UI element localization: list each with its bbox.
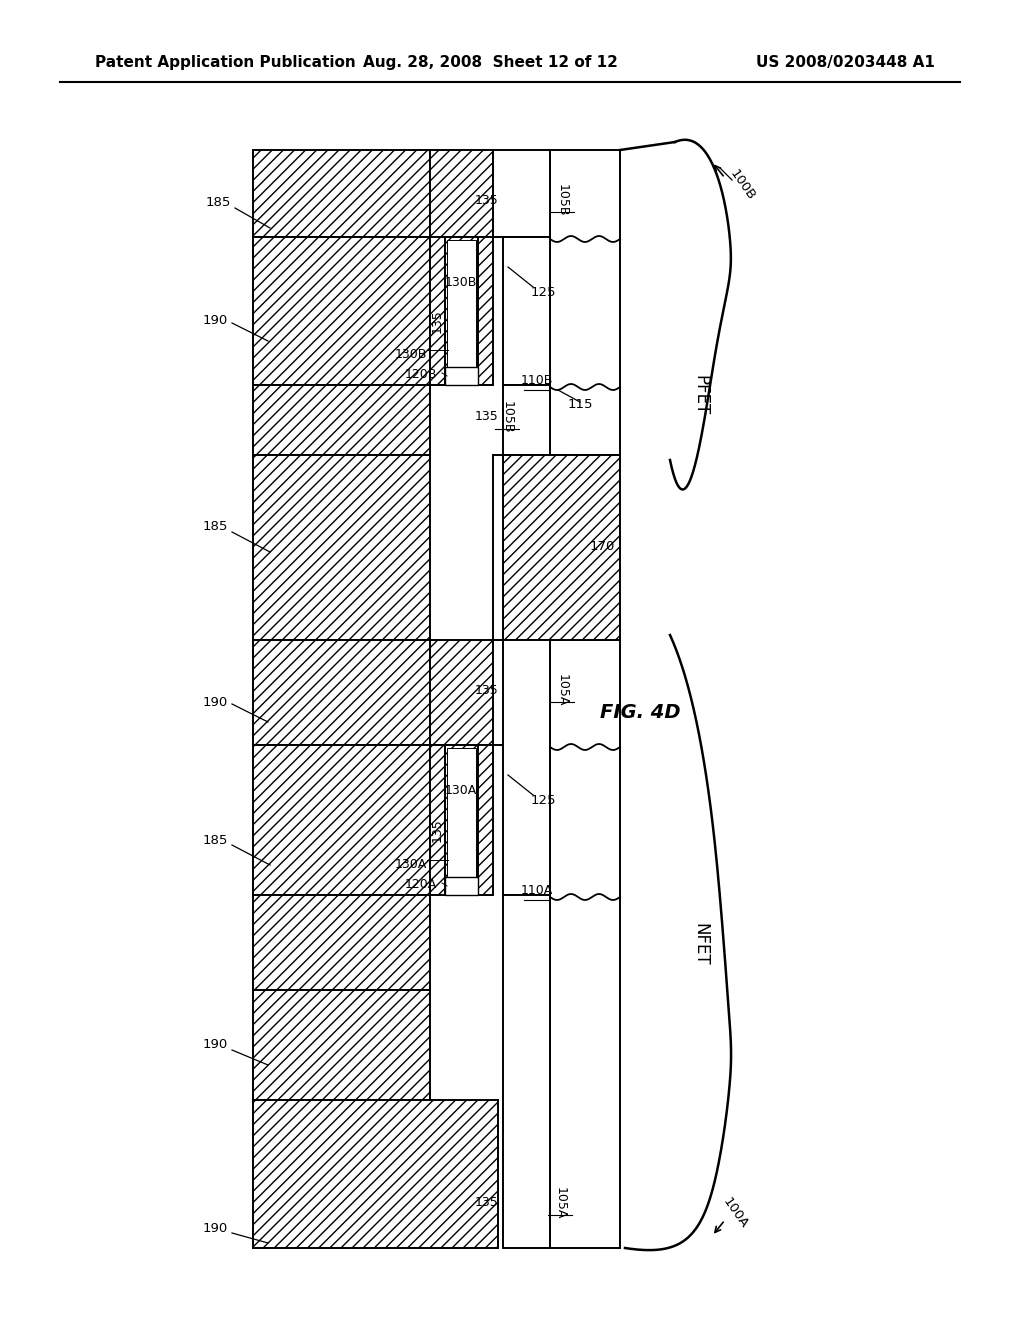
Bar (445, 238, 478, 385)
Bar (493, 455, 503, 640)
Text: Patent Application Publication: Patent Application Publication (95, 55, 355, 70)
Bar (253, 895, 430, 990)
Text: 100A: 100A (720, 1195, 751, 1230)
Bar (253, 238, 430, 385)
Text: 110A: 110A (521, 883, 553, 896)
Bar (478, 744, 493, 895)
Text: 105A: 105A (554, 1187, 566, 1220)
Text: PFET: PFET (691, 375, 709, 414)
Bar (503, 640, 550, 895)
Bar (550, 640, 620, 1247)
Bar (503, 895, 550, 1247)
Text: 190: 190 (203, 1039, 227, 1052)
Text: 100B: 100B (727, 168, 757, 203)
Text: 185: 185 (203, 833, 227, 846)
Text: 125: 125 (530, 285, 556, 298)
Bar (430, 150, 493, 238)
Bar (253, 150, 430, 238)
Text: 190: 190 (203, 1221, 227, 1234)
Text: 185: 185 (203, 520, 227, 533)
Bar (447, 240, 476, 367)
Text: 190: 190 (203, 696, 227, 709)
Bar (253, 640, 430, 744)
Bar (253, 455, 430, 640)
Bar (503, 238, 550, 385)
Bar (430, 238, 445, 385)
Text: US 2008/0203448 A1: US 2008/0203448 A1 (756, 55, 935, 70)
Bar (493, 150, 550, 238)
Text: 130B: 130B (394, 348, 427, 362)
Text: 130A: 130A (444, 784, 477, 796)
Text: 185: 185 (206, 197, 230, 210)
Text: 120B: 120B (404, 368, 437, 381)
Bar (445, 876, 478, 895)
Bar (253, 990, 430, 1100)
Text: 130B: 130B (444, 276, 477, 289)
Bar (253, 385, 430, 455)
Text: 135: 135 (430, 309, 443, 333)
Text: 190: 190 (203, 314, 227, 327)
Text: 170: 170 (590, 540, 615, 553)
Text: 135: 135 (474, 1196, 498, 1209)
Text: 110B: 110B (521, 374, 553, 387)
Text: 125: 125 (530, 793, 556, 807)
Bar (447, 748, 476, 876)
Text: 105B: 105B (501, 401, 513, 433)
Text: 135: 135 (474, 411, 498, 424)
Bar (478, 238, 493, 385)
Bar (445, 744, 478, 895)
Text: 120A: 120A (404, 879, 437, 891)
Text: NFET: NFET (691, 923, 709, 965)
Text: 105A: 105A (555, 673, 568, 706)
Text: 135: 135 (474, 684, 498, 697)
Bar (430, 744, 445, 895)
Text: 130A: 130A (394, 858, 427, 871)
Bar (493, 640, 550, 744)
Bar (445, 367, 478, 385)
Bar (253, 1100, 498, 1247)
Text: 115: 115 (567, 399, 593, 412)
Text: 105B: 105B (555, 183, 568, 216)
Bar (550, 150, 620, 455)
Text: 135: 135 (474, 194, 498, 206)
Text: 135: 135 (430, 818, 443, 842)
Bar (503, 455, 620, 640)
Bar (430, 640, 493, 744)
Bar (503, 385, 550, 455)
Bar (253, 744, 430, 895)
Text: Aug. 28, 2008  Sheet 12 of 12: Aug. 28, 2008 Sheet 12 of 12 (362, 55, 617, 70)
Text: FIG. 4D: FIG. 4D (600, 702, 680, 722)
